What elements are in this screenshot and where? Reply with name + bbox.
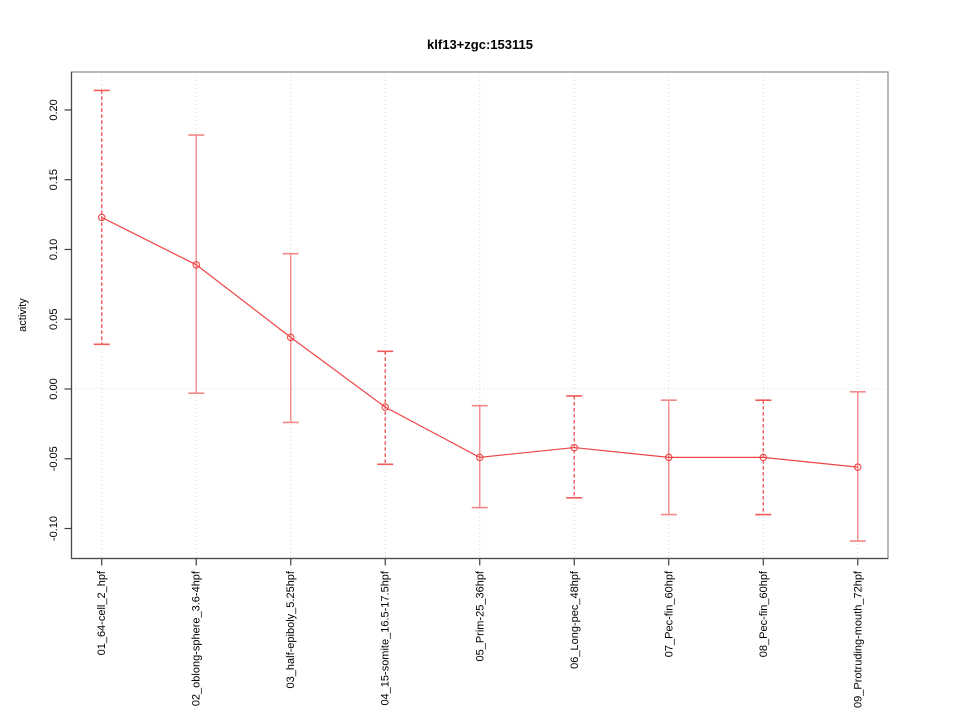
data-point-marker [570, 443, 579, 452]
y-axis-tick-label: 0.05 [48, 309, 60, 330]
y-axis-tick-label: 0.10 [48, 239, 60, 260]
series-line [101, 216, 858, 468]
x-axis-tick-label: 02_oblong-sphere_3.6-4hpf [191, 570, 203, 706]
data-point-marker [97, 213, 106, 222]
x-axis-tick-label: 04_15-somite_16.5-17.5hpf [380, 570, 392, 705]
y-axis-tick-label: 0.00 [48, 378, 60, 399]
x-axis-tick-label: 09_Protruding-mouth_72hpf [852, 570, 864, 708]
y-axis-tick-label: 0.20 [48, 99, 60, 120]
y-axis-tick-label: -0.10 [48, 516, 60, 541]
y-axis-tick-label: -0.05 [48, 446, 60, 471]
x-axis-tick-label: 03_half-epiboly_5.25hpf [285, 570, 297, 688]
data-point-marker [854, 463, 862, 471]
x-axis-tick-label: 08_Pec-fin_60hpf [758, 570, 770, 657]
data-point-marker [381, 403, 389, 411]
x-axis-tick-label: 01_64-cell_2_hpf [96, 570, 108, 655]
data-point-marker [286, 333, 295, 342]
chart-title: klf13+zgc:153115 [427, 37, 533, 52]
x-axis-tick-label: 05_Prim-25_36hpf [474, 570, 486, 661]
x-axis-tick-label: 06_Long-pec_48hpf [569, 570, 581, 669]
y-axis-tick-label: 0.15 [48, 169, 60, 190]
data-point-marker [192, 261, 200, 269]
y-axis-label: activity [17, 298, 29, 332]
plot-area: -0.10 -0.05 0.00 0.05 0.10 0.15 0.20 01_64-cell… [48, 71, 889, 708]
x-axis-tick-label: 07_Pec-fin_60hpf [663, 570, 675, 657]
data-point-marker [759, 453, 768, 462]
data-point-marker [665, 453, 673, 462]
data-point-marker [475, 453, 484, 462]
